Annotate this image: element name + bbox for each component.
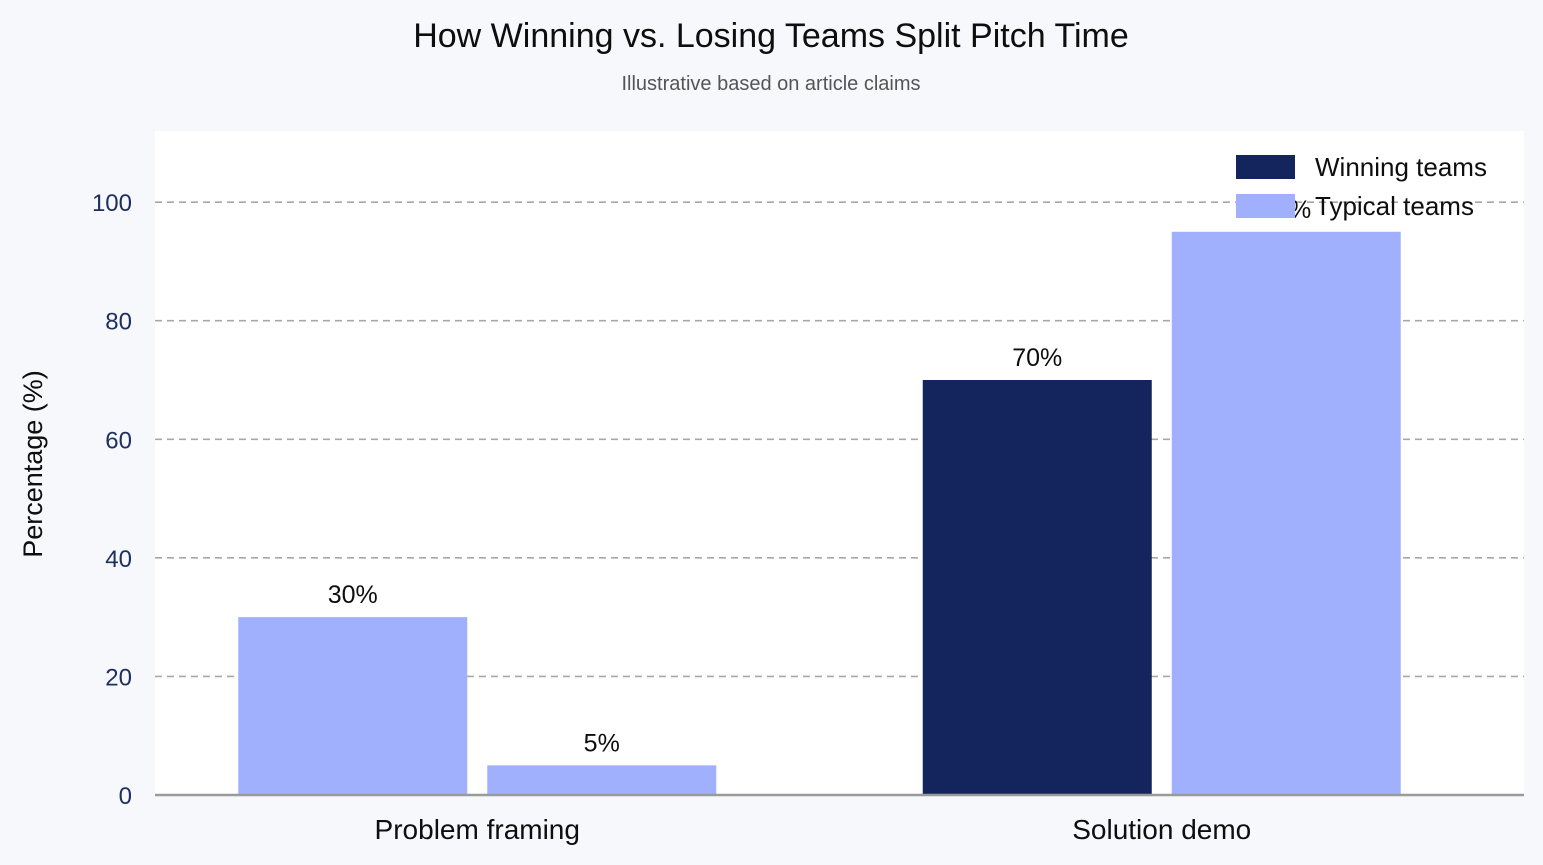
legend-swatch — [1236, 155, 1295, 179]
bar — [1171, 231, 1401, 796]
legend-label: Typical teams — [1315, 191, 1474, 221]
y-tick-label: 100 — [92, 190, 132, 217]
y-tick-label: 20 — [105, 664, 132, 691]
category-label: Problem framing — [375, 814, 580, 845]
legend-label: Winning teams — [1315, 152, 1487, 182]
bar — [238, 617, 468, 795]
y-tick-label: 80 — [105, 309, 132, 336]
y-axis-label: Percentage (%) — [18, 370, 48, 558]
legend: Winning teams Typical teams — [1236, 152, 1487, 221]
category-label: Solution demo — [1072, 814, 1251, 845]
y-tick-label: 40 — [105, 546, 132, 573]
category-labels: Problem framing Solution demo — [375, 814, 1252, 845]
chart-title: How Winning vs. Losing Teams Split Pitch… — [413, 17, 1129, 55]
bar — [922, 380, 1152, 795]
bars — [238, 231, 1401, 796]
y-tick-label: 60 — [105, 427, 132, 454]
y-tick-label: 0 — [119, 783, 132, 810]
y-tick-labels: 0 20 40 60 80 100 — [92, 190, 132, 810]
legend-swatch — [1236, 194, 1295, 218]
data-label: 70% — [1012, 344, 1062, 372]
chart-subtitle: Illustrative based on article claims — [621, 73, 920, 95]
data-label: 30% — [328, 581, 378, 609]
bar — [487, 765, 717, 795]
data-label: 5% — [584, 729, 620, 757]
